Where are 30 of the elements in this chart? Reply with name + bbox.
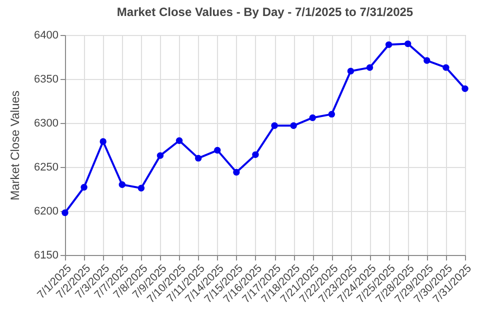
point	[290, 122, 297, 129]
point	[118, 181, 126, 188]
y-tick-label: 6250	[34, 162, 58, 174]
y-axis-title: Market Close Values	[8, 90, 22, 200]
chart-title: Market Close Values - By Day - 7/1/2025 to 7/31/2025	[116, 5, 414, 19]
point	[385, 41, 392, 48]
point	[100, 138, 106, 145]
point	[462, 85, 468, 92]
y-tick-label: 6350	[34, 74, 58, 86]
point	[347, 68, 354, 74]
point	[194, 154, 202, 162]
point	[80, 184, 88, 191]
point	[252, 151, 259, 158]
point	[424, 57, 430, 64]
point	[271, 122, 278, 129]
point	[62, 209, 68, 216]
y-tick-label: 6300	[34, 118, 58, 130]
point	[442, 64, 450, 71]
point	[366, 64, 374, 71]
point	[138, 184, 145, 192]
point	[233, 168, 240, 176]
point	[328, 110, 336, 118]
point	[176, 137, 183, 144]
point	[156, 152, 164, 159]
y-tick-label: 6150	[34, 250, 58, 262]
y-tick-label: 6200	[34, 206, 58, 218]
point	[404, 40, 412, 48]
point	[309, 114, 316, 122]
point	[214, 146, 221, 154]
y-tick-label: 6400	[34, 30, 58, 42]
